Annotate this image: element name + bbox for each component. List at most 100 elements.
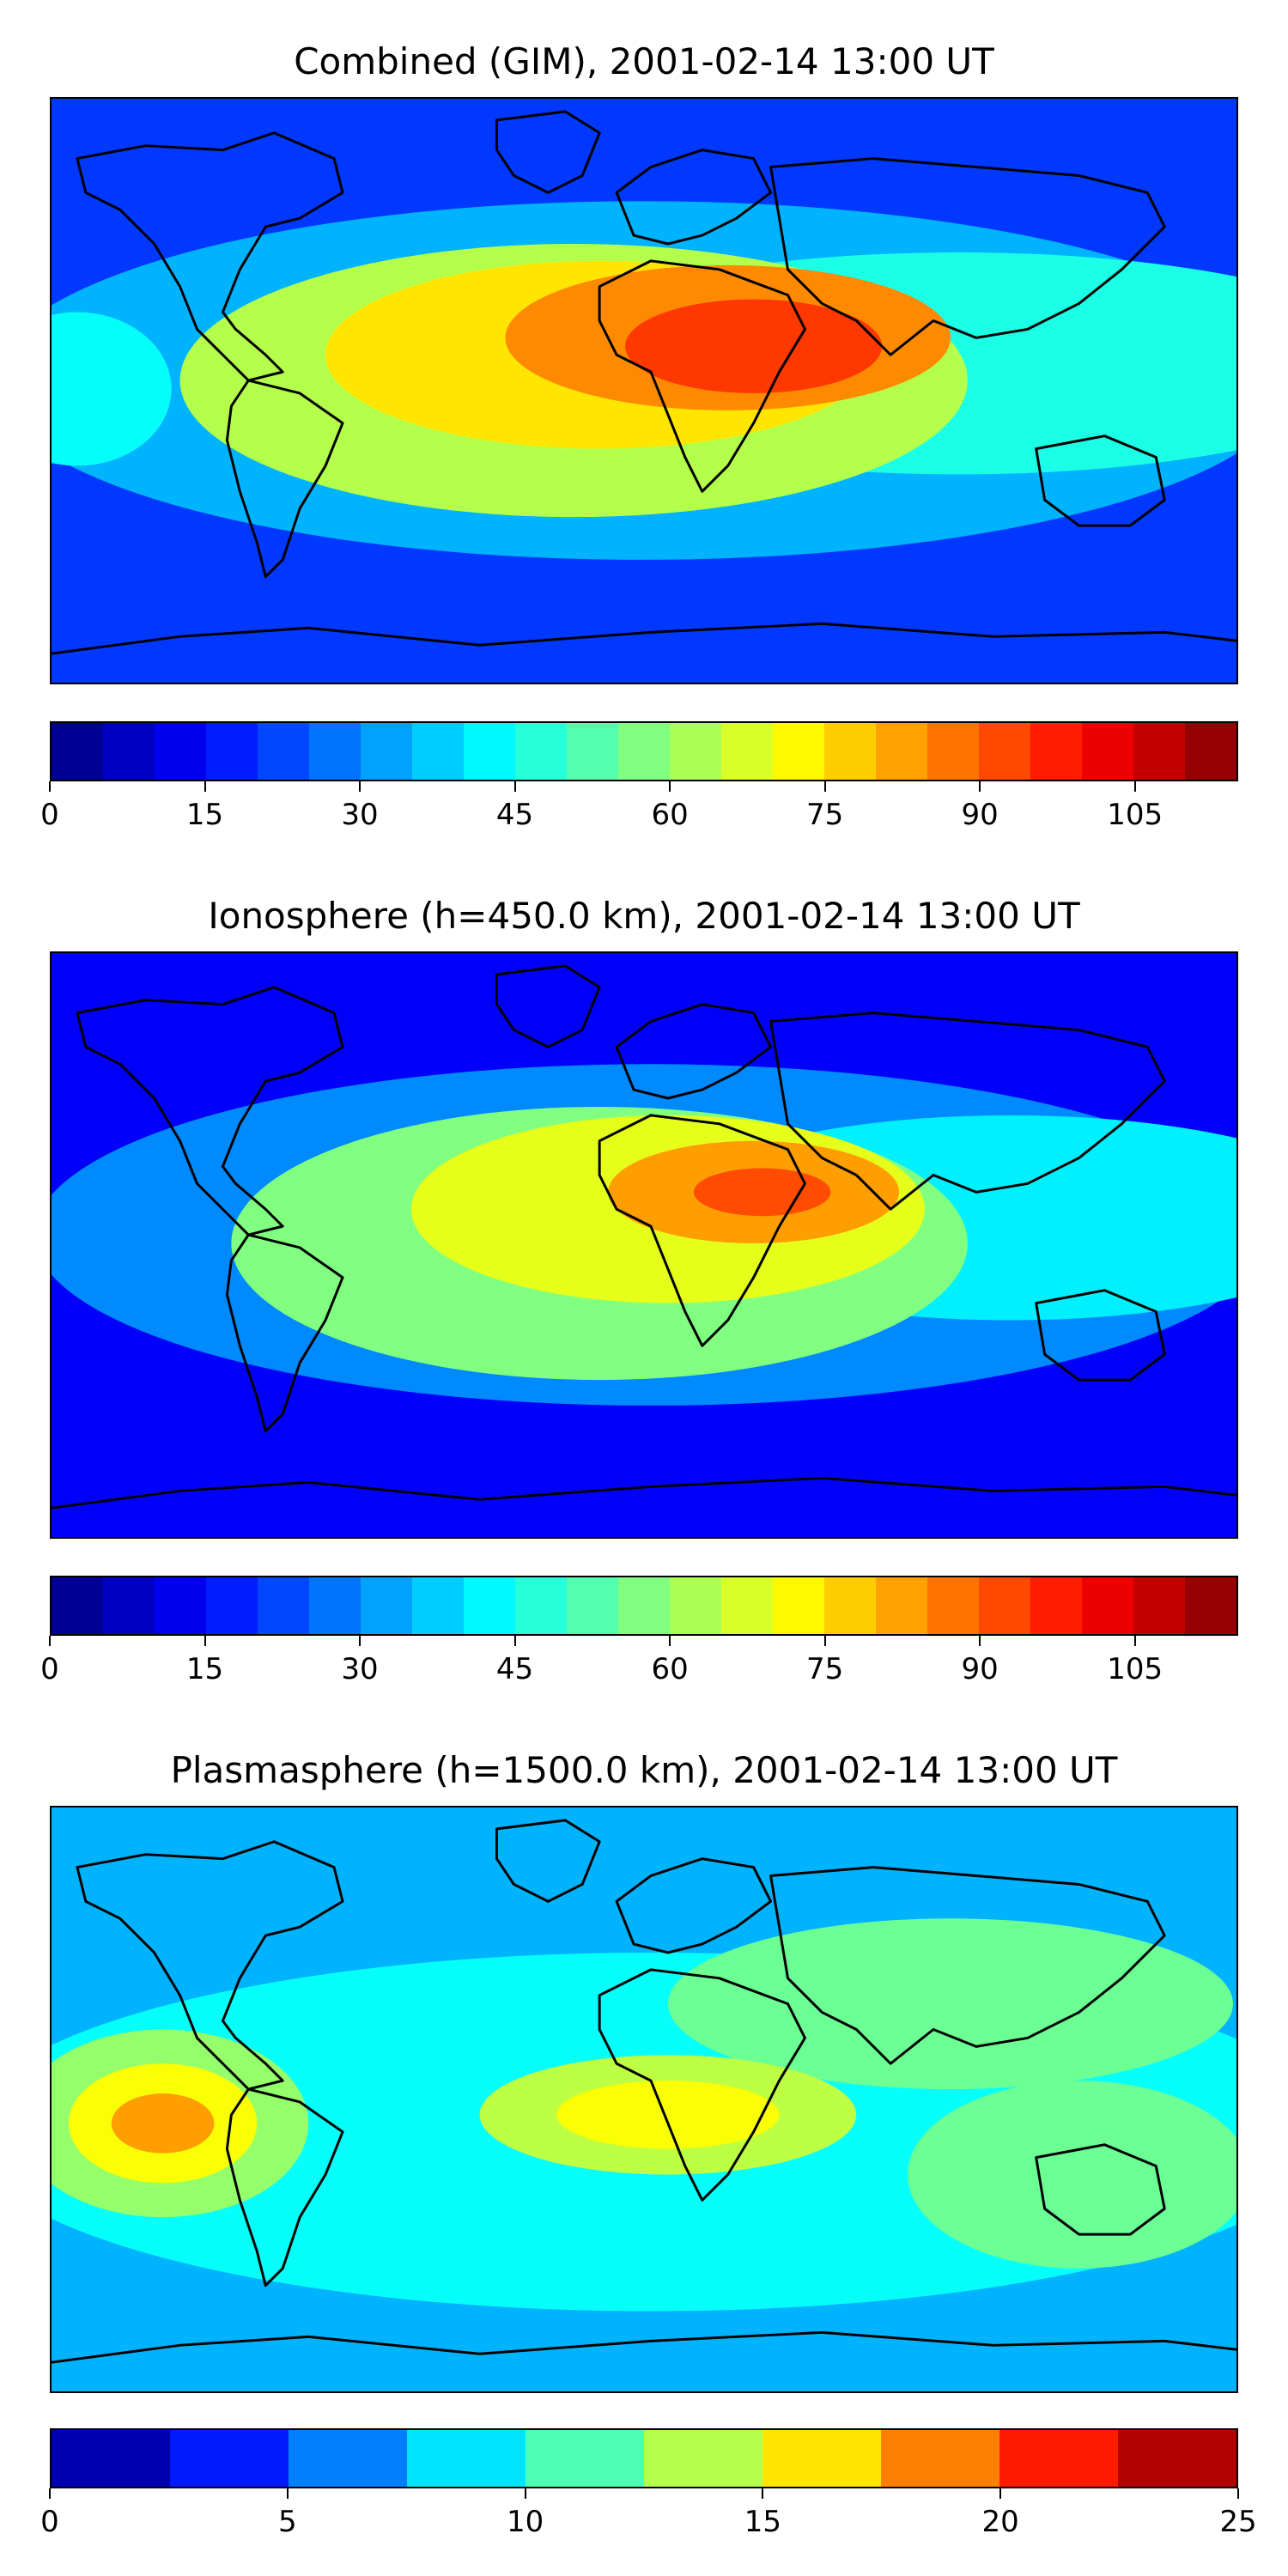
coastline-5 bbox=[769, 1012, 1166, 1211]
colorbar-tick-label: 15 bbox=[185, 1652, 224, 1686]
colorbar-ticks-plasmasphere: 0 5 10 15 20 25 bbox=[40, 2488, 1257, 2540]
colorbar-tick-label: 90 bbox=[961, 798, 999, 832]
coastline-4 bbox=[598, 1114, 806, 1347]
colorbar-segment bbox=[721, 723, 774, 780]
colorbar-segment bbox=[1082, 723, 1134, 780]
colorbar-segment bbox=[567, 723, 619, 780]
colorbar-segment bbox=[52, 2430, 171, 2487]
colorbar-segment bbox=[876, 1577, 928, 1634]
colorbar-tick bbox=[49, 781, 51, 792]
colorbar-tick bbox=[823, 781, 826, 792]
colorbar-combined bbox=[50, 721, 1238, 781]
colorbar-segment bbox=[103, 723, 155, 780]
colorbar-segment bbox=[526, 2430, 645, 2487]
colorbar-segment bbox=[773, 723, 825, 780]
panel-title-ionosphere: Ionosphere (h=450.0 km), 2001-02-14 13:0… bbox=[208, 895, 1080, 937]
coastline-3 bbox=[615, 149, 773, 246]
colorbar-tick bbox=[669, 1636, 671, 1646]
map-field-combined bbox=[52, 99, 1236, 683]
colorbar-segment bbox=[979, 723, 1031, 780]
panel-title-plasmasphere: Plasmasphere (h=1500.0 km), 2001-02-14 1… bbox=[170, 1749, 1118, 1791]
coastline-3 bbox=[615, 1003, 773, 1100]
colorbar-segment bbox=[258, 723, 310, 780]
colorbar-segment bbox=[824, 723, 877, 780]
colorbar-segment bbox=[361, 1577, 413, 1634]
colorbar-tick-label: 30 bbox=[341, 1652, 379, 1686]
colorbar-tick bbox=[762, 2488, 764, 2499]
colorbar-tick bbox=[359, 1636, 361, 1646]
coastline-2 bbox=[225, 1233, 344, 1433]
colorbar-tick bbox=[979, 781, 981, 792]
map-ionosphere bbox=[50, 951, 1238, 1539]
colorbar-segment bbox=[309, 1577, 361, 1634]
colorbar-segment bbox=[464, 1577, 516, 1634]
colorbar-tick bbox=[204, 781, 206, 792]
colorbar-segment bbox=[515, 723, 568, 780]
colorbar-tick-label: 10 bbox=[506, 2505, 544, 2539]
field-contour-5 bbox=[625, 299, 883, 393]
colorbar-segment bbox=[881, 2430, 1000, 2487]
colorbar-segment bbox=[103, 1577, 155, 1634]
map-combined bbox=[50, 97, 1238, 684]
colorbar-tick-label: 105 bbox=[1107, 798, 1163, 832]
colorbar-tick-label: 15 bbox=[185, 798, 224, 832]
coastline-5 bbox=[769, 157, 1166, 356]
coastline-1 bbox=[495, 1819, 601, 1903]
coastline-7 bbox=[52, 2330, 1236, 2364]
colorbar-tick-label: 0 bbox=[40, 1652, 59, 1686]
colorbar-tick bbox=[979, 1636, 981, 1646]
colorbar-segment bbox=[618, 723, 671, 780]
colorbar-tick-label: 0 bbox=[40, 2505, 59, 2539]
colorbar-segment bbox=[309, 723, 361, 780]
colorbar-segment bbox=[644, 2430, 763, 2487]
colorbar-segment bbox=[407, 2430, 526, 2487]
colorbar-segment bbox=[155, 723, 207, 780]
colorbar-segment bbox=[52, 723, 104, 780]
colorbar-segment bbox=[1133, 1577, 1186, 1634]
colorbar-tick bbox=[999, 2488, 1002, 2499]
colorbar-tick bbox=[286, 2488, 289, 2499]
colorbar-tick-label: 60 bbox=[651, 1652, 689, 1686]
colorbar-tick bbox=[524, 2488, 526, 2499]
coastline-6 bbox=[1035, 1289, 1166, 1382]
colorbar-segment bbox=[361, 723, 413, 780]
colorbar-segment bbox=[670, 723, 722, 780]
coastline-1 bbox=[495, 964, 601, 1048]
panel-title-combined: Combined (GIM), 2001-02-14 13:00 UT bbox=[294, 40, 994, 82]
colorbar-segment bbox=[762, 2430, 882, 2487]
colorbar-tick-label: 105 bbox=[1107, 1652, 1163, 1686]
colorbar-segment bbox=[876, 723, 928, 780]
colorbar-segment bbox=[999, 2430, 1119, 2487]
coastline-0 bbox=[76, 131, 344, 382]
colorbar-segment bbox=[206, 1577, 258, 1634]
colorbar-segment bbox=[1030, 1577, 1083, 1634]
colorbar-segment bbox=[464, 723, 516, 780]
field-contour-2 bbox=[908, 2081, 1236, 2269]
colorbar-tick-label: 5 bbox=[277, 2505, 297, 2539]
colorbar-segment bbox=[155, 1577, 207, 1634]
coastline-0 bbox=[76, 1840, 344, 2091]
colorbar-tick-label: 30 bbox=[341, 798, 379, 832]
colorbar-tick-label: 75 bbox=[805, 1652, 844, 1686]
colorbar-tick bbox=[1133, 1636, 1136, 1646]
colorbar-segment bbox=[1185, 723, 1236, 780]
colorbar-tick bbox=[1133, 781, 1136, 792]
colorbar-tick-label: 60 bbox=[651, 798, 689, 832]
colorbar-tick-label: 90 bbox=[961, 1652, 999, 1686]
colorbar-tick bbox=[669, 781, 671, 792]
colorbar-tick bbox=[49, 1636, 51, 1646]
colorbar-segment bbox=[206, 723, 258, 780]
colorbar-ionosphere bbox=[50, 1576, 1238, 1636]
coastline-5 bbox=[769, 1866, 1166, 2065]
map-field-ionosphere bbox=[52, 953, 1236, 1537]
coastline-4 bbox=[598, 259, 806, 493]
coastline-7 bbox=[52, 622, 1236, 655]
colorbar-segment bbox=[824, 1577, 877, 1634]
colorbar-segment bbox=[52, 1577, 104, 1634]
field-contour-6 bbox=[52, 312, 172, 466]
colorbar-plasmasphere bbox=[50, 2428, 1238, 2488]
colorbar-tick-label: 15 bbox=[744, 2505, 782, 2539]
colorbar-ticks-ionosphere: 0 15 30 45 60 75 90 105 bbox=[40, 1636, 1238, 1687]
colorbar-tick bbox=[513, 781, 516, 792]
colorbar-segment bbox=[670, 1577, 722, 1634]
